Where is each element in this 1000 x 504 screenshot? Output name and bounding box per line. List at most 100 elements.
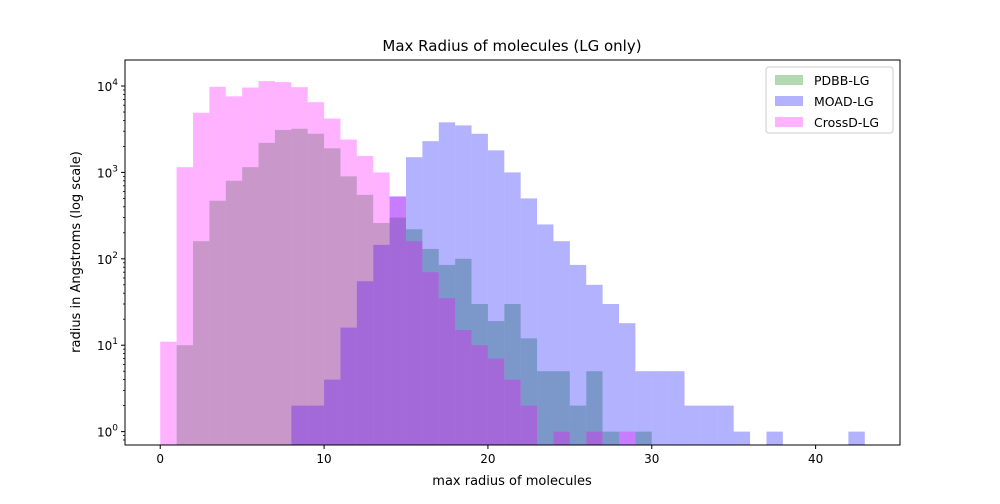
y-tick-label: 100	[97, 424, 118, 440]
histogram-bar	[422, 272, 439, 445]
histogram-bar	[258, 81, 275, 445]
histogram-bar	[471, 303, 488, 445]
histogram-bar	[406, 229, 423, 445]
histogram-bar	[684, 405, 701, 445]
histogram-bar	[602, 303, 619, 445]
histogram-bar	[307, 133, 325, 445]
histogram-bar	[520, 198, 538, 445]
histogram-bar	[553, 431, 570, 445]
histogram-bar	[193, 112, 210, 445]
legend-label: CrossD-LG	[814, 115, 879, 130]
histogram-bar	[340, 176, 357, 446]
histogram-bar	[324, 148, 341, 445]
bars-layer	[160, 81, 865, 446]
histogram-bar	[569, 405, 587, 445]
histogram-bar	[340, 139, 357, 445]
histogram-bar	[406, 241, 423, 445]
histogram-bar	[700, 405, 718, 445]
histogram-bar	[193, 241, 210, 445]
histogram-bar	[291, 128, 308, 445]
histogram-bar	[504, 303, 521, 445]
histogram-bar	[455, 330, 472, 445]
x-tick-label: 30	[644, 452, 659, 466]
histogram-bar	[373, 222, 390, 445]
histogram-bar	[766, 431, 783, 445]
histogram-bar	[537, 371, 554, 445]
series-pdbb-lg	[176, 128, 652, 446]
histogram-bar	[324, 118, 341, 445]
histogram-bar	[356, 194, 374, 445]
histogram-bar	[274, 129, 292, 445]
histogram-bar	[373, 172, 390, 445]
legend-swatch	[775, 75, 803, 85]
histogram-bar	[340, 327, 357, 445]
histogram-bar	[422, 141, 439, 445]
histogram-bar	[209, 86, 226, 446]
chart-title: Max Radius of molecules (LG only)	[382, 37, 641, 55]
histogram-bar	[553, 241, 570, 445]
histogram-bar	[455, 125, 472, 446]
histogram-bar	[520, 405, 538, 445]
histogram-bar	[242, 87, 259, 445]
histogram-bar	[537, 224, 554, 445]
histogram-bar	[176, 345, 193, 445]
histogram-bar	[406, 157, 423, 445]
y-tick-label: 104	[97, 78, 118, 94]
histogram-bar	[586, 371, 603, 445]
histogram-bar	[619, 323, 636, 445]
histogram-bar	[651, 371, 669, 445]
histogram-bar	[422, 248, 439, 445]
y-tick-label: 103	[97, 164, 118, 180]
histogram-bar	[389, 196, 406, 445]
legend-box	[765, 66, 894, 134]
histogram-bar	[258, 142, 275, 445]
histogram-bar	[291, 87, 308, 446]
histogram-bar	[569, 264, 587, 445]
histogram-bar	[471, 345, 488, 445]
histogram-bar	[356, 155, 374, 445]
histogram-bar	[586, 284, 603, 445]
histogram-bar	[307, 405, 325, 445]
histogram-bar	[504, 379, 521, 445]
histogram-bar	[455, 258, 472, 445]
histogram-bar	[733, 431, 751, 445]
legend-label: PDBB-LG	[814, 73, 869, 88]
y-axis-label: radius in Angstroms (log scale)	[69, 151, 84, 353]
histogram-bar	[487, 150, 505, 446]
histogram-bar	[553, 371, 570, 445]
histogram-bar	[209, 200, 226, 445]
histogram-bar	[487, 358, 505, 445]
histogram-bar	[586, 431, 603, 445]
histogram-bar	[668, 371, 685, 445]
histogram-bar	[635, 371, 652, 445]
histogram-bar	[619, 431, 636, 445]
legend-swatch	[775, 117, 803, 127]
x-tick-label: 10	[316, 452, 331, 466]
histogram-bar	[176, 167, 193, 446]
histogram-bar	[356, 281, 374, 445]
histogram-bar	[225, 180, 243, 445]
series-moad-lg	[291, 122, 865, 446]
histogram-bar	[389, 196, 406, 445]
histogram-bar	[717, 405, 734, 445]
series-crossd-lg	[160, 81, 636, 446]
x-axis-label: max radius of molecules	[432, 474, 592, 489]
histogram-bar	[324, 379, 341, 445]
legend: PDBB-LG MOAD-LG CrossD-LG	[765, 66, 894, 134]
histogram-bar	[504, 172, 521, 445]
histogram-bar	[373, 244, 390, 445]
histogram-bar	[438, 264, 456, 445]
histogram-bar	[635, 431, 652, 445]
histogram-bar	[471, 133, 488, 445]
y-tick-label: 101	[97, 337, 118, 353]
x-tick-label: 40	[808, 452, 823, 466]
x-tick-label: 20	[480, 452, 495, 466]
histogram-bar	[291, 405, 308, 445]
histogram-bar	[307, 102, 325, 446]
histogram-bar	[848, 431, 865, 445]
histogram-bar	[274, 82, 292, 445]
y-tick-label: 102	[97, 251, 118, 267]
histogram-bar	[160, 341, 177, 445]
